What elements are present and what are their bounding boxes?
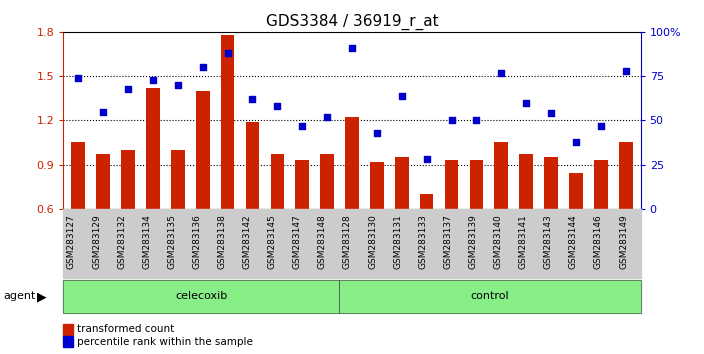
Point xyxy=(520,100,532,105)
Text: GSM283130: GSM283130 xyxy=(368,214,377,269)
Text: GSM283133: GSM283133 xyxy=(418,214,427,269)
Bar xyxy=(320,154,334,209)
Bar xyxy=(445,160,458,209)
Bar xyxy=(270,154,284,209)
Text: GSM283142: GSM283142 xyxy=(243,214,251,269)
Point xyxy=(371,130,382,136)
Bar xyxy=(470,160,483,209)
Point xyxy=(122,86,134,91)
Text: celecoxib: celecoxib xyxy=(175,291,227,302)
Point xyxy=(247,96,258,102)
Text: control: control xyxy=(471,291,510,302)
Point xyxy=(272,103,283,109)
Point xyxy=(421,156,432,162)
Text: GSM283141: GSM283141 xyxy=(519,214,528,269)
Text: GSM283139: GSM283139 xyxy=(468,214,477,269)
Text: GSM283132: GSM283132 xyxy=(117,214,126,269)
Bar xyxy=(171,150,184,209)
Bar xyxy=(370,162,384,209)
Bar xyxy=(544,157,558,209)
Text: transformed count: transformed count xyxy=(77,324,175,334)
Point xyxy=(620,68,631,74)
Text: GSM283134: GSM283134 xyxy=(142,214,151,269)
Text: GSM283147: GSM283147 xyxy=(293,214,302,269)
Text: GSM283136: GSM283136 xyxy=(192,214,201,269)
Text: GSM283135: GSM283135 xyxy=(168,214,176,269)
Text: GSM283146: GSM283146 xyxy=(594,214,603,269)
Point xyxy=(147,77,158,82)
Text: GSM283137: GSM283137 xyxy=(444,214,453,269)
Bar xyxy=(71,143,85,209)
Text: GSM283149: GSM283149 xyxy=(619,214,628,269)
Text: GSM283148: GSM283148 xyxy=(318,214,327,269)
Point xyxy=(396,93,408,98)
Text: GSM283128: GSM283128 xyxy=(343,214,352,269)
Point xyxy=(222,50,233,56)
Point xyxy=(322,114,333,120)
Text: GSM283138: GSM283138 xyxy=(218,214,227,269)
Point xyxy=(446,118,457,123)
Bar xyxy=(420,194,434,209)
Point xyxy=(197,64,208,70)
Text: GSM283140: GSM283140 xyxy=(494,214,503,269)
Text: GSM283143: GSM283143 xyxy=(543,214,553,269)
Bar xyxy=(246,122,259,209)
Bar xyxy=(221,35,234,209)
Text: agent: agent xyxy=(4,291,36,302)
Point xyxy=(570,139,582,144)
Point xyxy=(296,123,308,129)
Bar xyxy=(296,160,309,209)
Point xyxy=(98,109,109,114)
Point xyxy=(73,75,84,81)
Text: percentile rank within the sample: percentile rank within the sample xyxy=(77,337,253,347)
Bar xyxy=(619,143,633,209)
Point xyxy=(172,82,184,88)
Point xyxy=(595,123,606,129)
Bar xyxy=(395,157,408,209)
Text: GDS3384 / 36919_r_at: GDS3384 / 36919_r_at xyxy=(265,14,439,30)
Text: GSM283145: GSM283145 xyxy=(268,214,277,269)
Point xyxy=(496,70,507,75)
Point xyxy=(471,118,482,123)
Text: GSM283144: GSM283144 xyxy=(569,214,578,269)
Text: GSM283129: GSM283129 xyxy=(92,214,101,269)
Bar xyxy=(494,143,508,209)
Bar xyxy=(96,154,110,209)
Bar xyxy=(594,160,608,209)
Point xyxy=(346,45,358,51)
Text: ▶: ▶ xyxy=(37,290,47,303)
Bar xyxy=(345,118,359,209)
Text: GSM283127: GSM283127 xyxy=(67,214,76,269)
Point xyxy=(546,110,557,116)
Bar xyxy=(196,91,210,209)
Text: GSM283131: GSM283131 xyxy=(394,214,402,269)
Bar xyxy=(569,173,583,209)
Bar xyxy=(121,150,135,209)
Bar xyxy=(520,154,533,209)
Bar xyxy=(146,88,160,209)
